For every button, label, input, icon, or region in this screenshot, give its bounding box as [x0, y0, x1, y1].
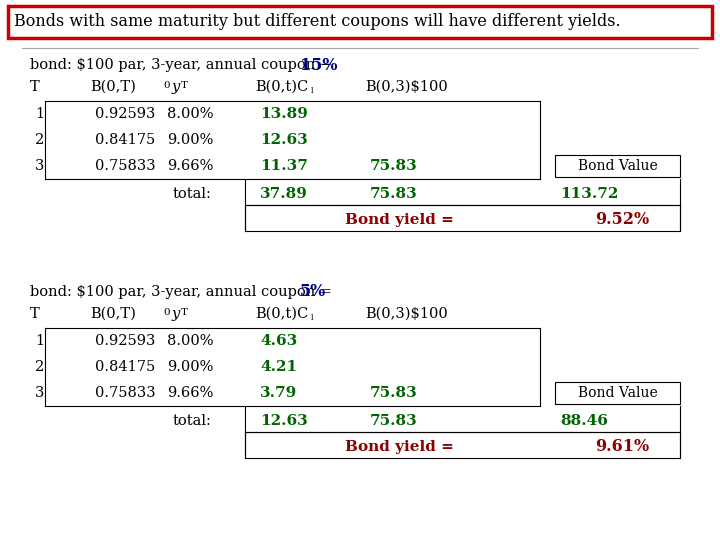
- Text: B(0,3)$100: B(0,3)$100: [365, 80, 448, 94]
- Text: 0.84175: 0.84175: [95, 133, 156, 147]
- Text: 0: 0: [163, 80, 170, 90]
- Text: 2: 2: [35, 360, 44, 374]
- Bar: [555, 156, 680, 178]
- Text: Bond yield =: Bond yield =: [345, 440, 454, 454]
- Text: 9.66%: 9.66%: [167, 159, 213, 173]
- Text: B(0,t)C: B(0,t)C: [255, 307, 308, 321]
- Text: 3.79: 3.79: [260, 387, 297, 400]
- Text: B(0,T): B(0,T): [90, 307, 136, 321]
- Text: B(0,t)C: B(0,t)C: [255, 80, 308, 94]
- Text: T: T: [30, 80, 40, 94]
- Text: 9.52%: 9.52%: [595, 211, 649, 228]
- Text: 4.63: 4.63: [260, 334, 297, 348]
- Text: 8.00%: 8.00%: [167, 334, 214, 348]
- Text: T: T: [181, 80, 188, 90]
- Text: 9.61%: 9.61%: [595, 438, 649, 455]
- Text: 0.92593: 0.92593: [95, 107, 156, 122]
- Text: 75.83: 75.83: [370, 187, 418, 201]
- Text: Bond yield =: Bond yield =: [345, 213, 454, 227]
- Bar: [555, 382, 680, 404]
- Text: 13.89: 13.89: [260, 107, 308, 122]
- Text: Bond Value: Bond Value: [577, 159, 657, 173]
- Text: 75.83: 75.83: [370, 414, 418, 428]
- Text: B(0,3)$100: B(0,3)$100: [365, 307, 448, 321]
- Text: 5%: 5%: [300, 284, 326, 300]
- Text: 2: 2: [35, 133, 44, 147]
- Text: 0.75833: 0.75833: [95, 159, 156, 173]
- Bar: [245, 205, 680, 232]
- Text: y: y: [172, 80, 180, 94]
- Text: 4.21: 4.21: [260, 360, 297, 374]
- Bar: [245, 433, 680, 458]
- Text: 15%: 15%: [300, 57, 338, 73]
- Text: 0: 0: [163, 308, 170, 316]
- Text: T: T: [181, 308, 188, 316]
- Text: 3: 3: [35, 387, 45, 400]
- Text: 12.63: 12.63: [260, 133, 307, 147]
- Text: y: y: [172, 307, 180, 321]
- Text: 11.37: 11.37: [260, 159, 308, 173]
- Text: 9.00%: 9.00%: [167, 133, 213, 147]
- Text: 75.83: 75.83: [370, 387, 418, 400]
- Text: 12.63: 12.63: [260, 414, 307, 428]
- Text: 113.72: 113.72: [560, 187, 618, 201]
- Text: T: T: [30, 307, 40, 321]
- Text: 9.66%: 9.66%: [167, 387, 213, 400]
- Bar: [8, 6, 712, 38]
- Text: 8.00%: 8.00%: [167, 107, 214, 122]
- Text: 37.89: 37.89: [260, 187, 308, 201]
- Text: Bonds with same maturity but different coupons will have different yields.: Bonds with same maturity but different c…: [14, 14, 621, 30]
- Text: 75.83: 75.83: [370, 159, 418, 173]
- Text: 1: 1: [35, 107, 44, 122]
- Text: ₗ: ₗ: [311, 309, 314, 322]
- Text: 0.92593: 0.92593: [95, 334, 156, 348]
- Text: 3: 3: [35, 159, 45, 173]
- Text: 0.84175: 0.84175: [95, 360, 156, 374]
- Text: B(0,T): B(0,T): [90, 80, 136, 94]
- Text: total:: total:: [173, 187, 212, 201]
- Text: Bond Value: Bond Value: [577, 387, 657, 400]
- Text: 9.00%: 9.00%: [167, 360, 213, 374]
- Text: total:: total:: [173, 414, 212, 428]
- Text: ₗ: ₗ: [311, 83, 314, 96]
- Text: 1: 1: [35, 334, 44, 348]
- Text: 0.75833: 0.75833: [95, 387, 156, 400]
- Text: bond: $100 par, 3-year, annual coupon =: bond: $100 par, 3-year, annual coupon =: [30, 285, 332, 299]
- Text: bond: $100 par, 3-year, annual coupon −: bond: $100 par, 3-year, annual coupon −: [30, 58, 332, 72]
- Text: 88.46: 88.46: [560, 414, 608, 428]
